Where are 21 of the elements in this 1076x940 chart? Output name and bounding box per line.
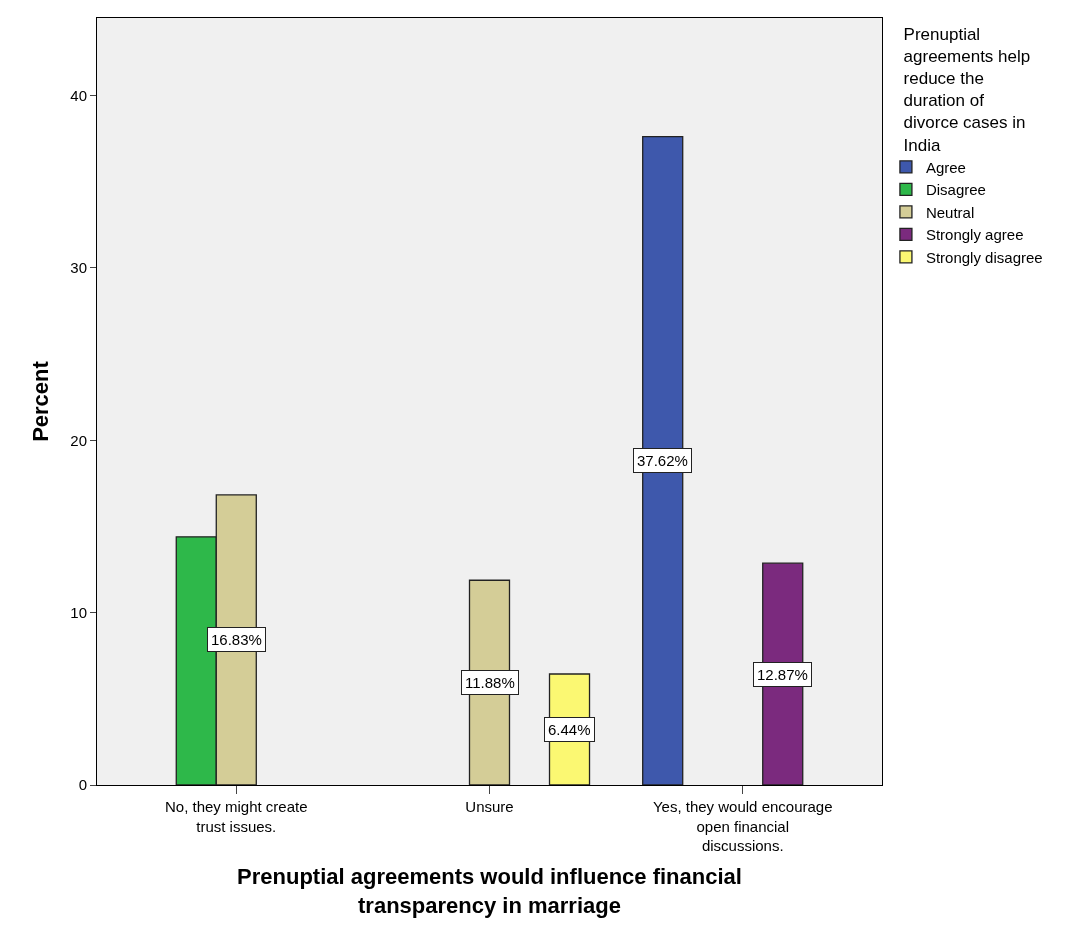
y-tick-label: 20 <box>70 431 87 449</box>
y-tick-label: 30 <box>70 259 87 277</box>
legend-label: Agree <box>925 158 966 176</box>
legend-title: Prenuptial agreements help reduce the duration of divorce cases in India <box>903 25 1031 155</box>
x-tick-label: No, they might create trust issues. <box>164 798 308 835</box>
data-label: 16.83% <box>211 631 262 648</box>
legend-label: Disagree <box>925 181 986 199</box>
y-tick-label: 10 <box>70 603 87 621</box>
x-tick-label: Unsure <box>465 798 514 815</box>
data-label: 6.44% <box>548 721 591 738</box>
data-label: 11.88% <box>465 674 515 691</box>
y-tick-label: 0 <box>78 776 87 794</box>
data-label: 12.87% <box>757 666 808 683</box>
x-tick-label: Yes, they would encourage open financial discussions. <box>652 798 833 854</box>
legend-label: Strongly agree <box>925 226 1024 244</box>
x-axis-title: Prenuptial agreements would influence financial transparency in marriage <box>237 863 742 918</box>
y-axis-title: Percent <box>28 360 54 442</box>
legend-label: Neutral <box>925 203 975 221</box>
y-tick-label: 40 <box>70 86 87 104</box>
data-label: 37.62% <box>637 452 688 469</box>
legend-label: Strongly disagree <box>925 248 1043 266</box>
